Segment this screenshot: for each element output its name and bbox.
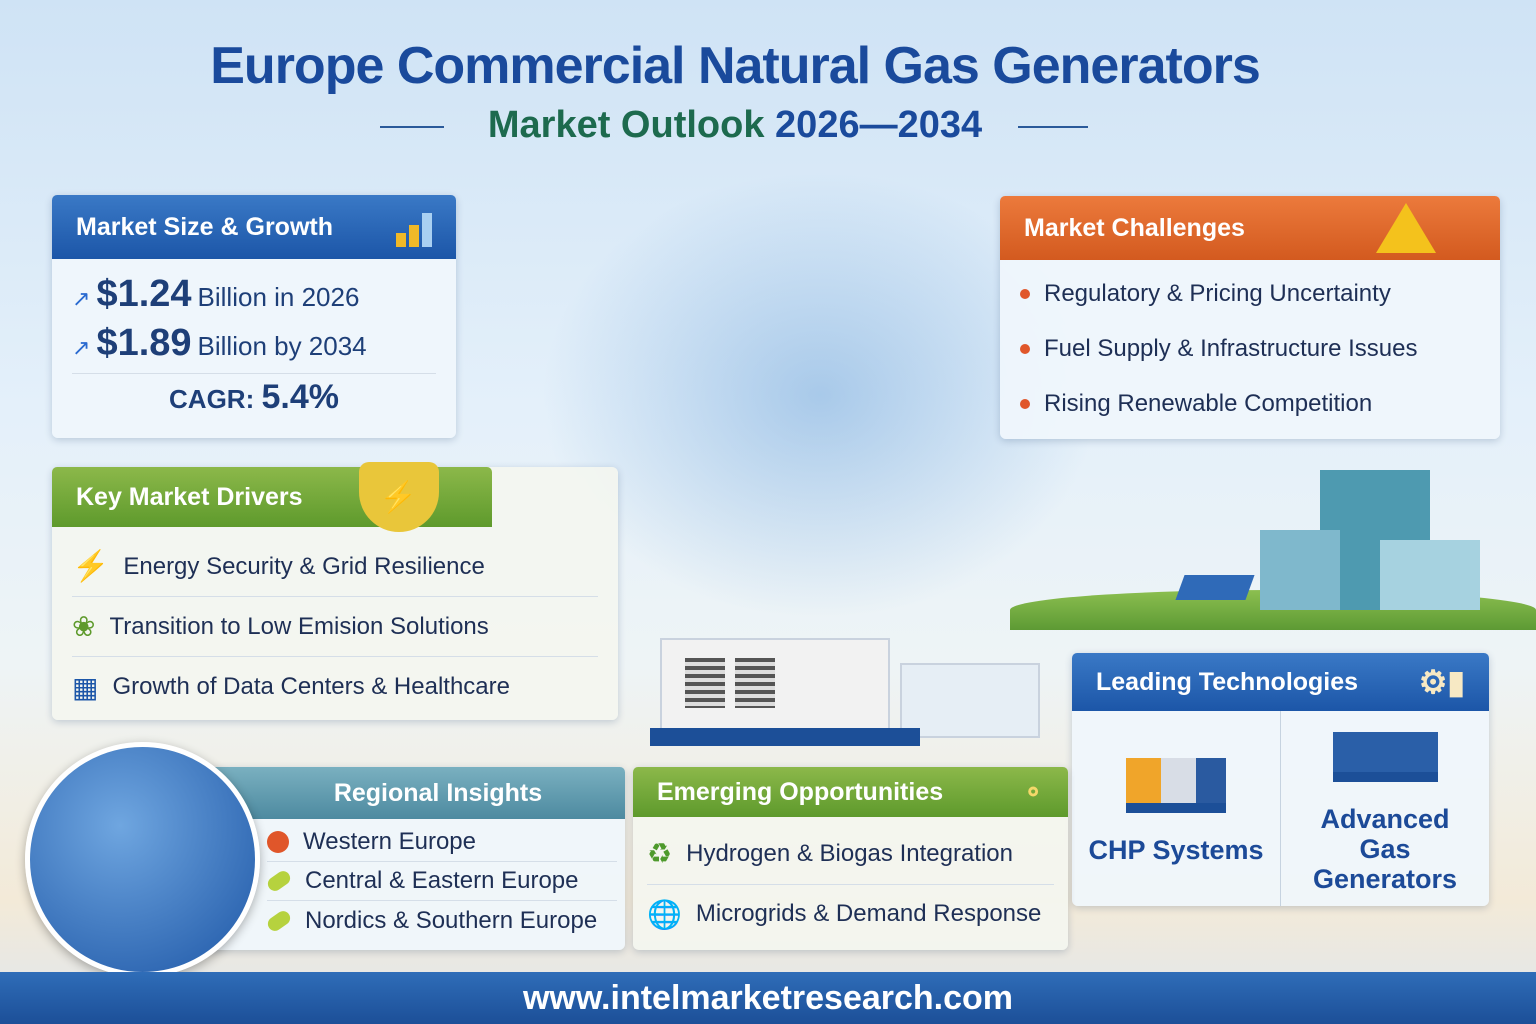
region-item: Central & Eastern Europe: [265, 862, 617, 901]
cagr-value: 5.4%: [261, 378, 339, 416]
tech-label: Advanced Gas Generators: [1312, 804, 1458, 894]
value: $1.24: [96, 273, 192, 315]
bar-chart-growth-icon: [396, 207, 432, 247]
page-subtitle: Market Outlook 2026—2034: [0, 104, 1470, 147]
driver-item: ❀ Transition to Low Emision Solutions: [72, 597, 598, 657]
generator-illustration: [640, 628, 1050, 748]
panel-title: Market Size & Growth: [76, 212, 333, 241]
panel-title: Emerging Opportunities: [657, 777, 944, 806]
footer-website[interactable]: www.intelmarketresearch.com: [0, 972, 1536, 1024]
chp-plant-icon: [1126, 758, 1226, 813]
item-text: Central & Eastern Europe: [305, 867, 579, 894]
item-text: Nordics & Southern Europe: [305, 906, 598, 934]
region-item: Western Europe: [267, 823, 617, 862]
subtitle-years: 2026—2034: [775, 104, 983, 146]
network-nodes-icon: ⚬: [1022, 776, 1044, 807]
driver-item: ▦ Growth of Data Centers & Healthcare: [72, 657, 598, 717]
panel-header: Emerging Opportunities ⚬: [633, 767, 1068, 817]
page-title: Europe Commercial Natural Gas Generators: [210, 37, 1261, 95]
bullet-icon: [1020, 398, 1030, 409]
shield-lightning-icon: ⚡: [358, 462, 439, 532]
item-text: Growth of Data Centers & Healthcare: [112, 673, 510, 700]
data-center-icon: ▦: [72, 671, 99, 703]
cagr: CAGR: 5.4%: [72, 373, 436, 417]
panel-title: Regional Insights: [333, 778, 543, 807]
tech-label: CHP Systems: [1088, 835, 1264, 865]
item-text: Transition to Low Emision Solutions: [109, 612, 489, 640]
opportunity-item: 🌐 Microgrids & Demand Response: [647, 885, 1054, 943]
gas-generator-icon: [1332, 732, 1438, 782]
europe-globe-icon: [25, 742, 260, 977]
driver-item: ⚡ Energy Security & Grid Resilience: [72, 537, 598, 597]
city-illustration: [1010, 460, 1536, 630]
challenge-item: Fuel Supply & Infrastructure Issues: [1020, 321, 1480, 376]
divider: [1018, 126, 1088, 128]
panel-header: Market Challenges: [1000, 196, 1500, 260]
panel-title: Leading Technologies: [1096, 667, 1359, 696]
value-text: Billion by 2034: [197, 331, 367, 361]
bullet-icon: [1020, 343, 1030, 354]
item-text: Regulatory & Pricing Uncertainty: [1044, 279, 1391, 307]
tech-chp: CHP Systems: [1072, 711, 1281, 906]
green-pill-icon: [265, 868, 293, 894]
panel-header: Market Size & Growth: [52, 195, 456, 259]
bullet-icon: [1020, 288, 1030, 299]
panel-title: Key Market Drivers: [76, 482, 303, 511]
growth-arrow-icon: ↗: [72, 286, 91, 311]
item-text: Fuel Supply & Infrastructure Issues: [1044, 334, 1418, 362]
gear-toolbox-icon: ⚙▮: [1418, 664, 1465, 700]
globe-grid-icon: 🌐: [647, 898, 682, 930]
market-value-2026: ↗ $1.24 Billion in 2026: [72, 273, 436, 316]
challenge-item: Regulatory & Pricing Uncertainty: [1020, 266, 1480, 321]
panel-header: Leading Technologies ⚙▮: [1072, 653, 1489, 711]
market-value-2034: ↗ $1.89 Billion by 2034: [72, 322, 436, 365]
value-text: Billion in 2026: [197, 282, 360, 312]
challenge-item: Rising Renewable Competition: [1020, 376, 1480, 431]
cagr-label: CAGR:: [169, 384, 255, 414]
market-size-panel: Market Size & Growth ↗ $1.24 Billion in 20…: [52, 195, 456, 438]
panel-header: Key Market Drivers ⚡: [52, 462, 492, 532]
green-pill-icon: [265, 907, 293, 934]
panel-title: Market Challenges: [1024, 213, 1245, 242]
item-text: Energy Security & Grid Resilience: [123, 552, 485, 580]
red-dot-icon: [267, 831, 289, 853]
item-text: Microgrids & Demand Response: [695, 900, 1042, 927]
tech-advanced-gas: Advanced Gas Generators: [1281, 711, 1489, 906]
shield-lightning-icon: ⚡: [72, 550, 110, 583]
opportunity-item: ♻ Hydrogen & Biogas Integration: [647, 823, 1054, 885]
growth-arrow-icon: ↗: [72, 335, 91, 360]
item-text: Hydrogen & Biogas Integration: [686, 839, 1013, 867]
key-drivers-panel: Key Market Drivers ⚡ ⚡ Energy Security & …: [52, 462, 618, 720]
divider: [380, 126, 444, 128]
item-text: Rising Renewable Competition: [1044, 389, 1373, 417]
regional-insights-panel: Regional Insights Western Europe Central…: [205, 767, 625, 950]
value: $1.89: [96, 322, 192, 364]
subtitle-text: Market Outlook: [487, 104, 765, 146]
market-challenges-panel: Market Challenges Regulatory & Pricing U…: [1000, 196, 1500, 439]
panel-header: Regional Insights: [205, 767, 625, 819]
region-item: Nordics & Southern Europe: [265, 901, 617, 940]
emerging-opportunities-panel: Emerging Opportunities ⚬ ♻ Hydrogen & Biog…: [633, 767, 1068, 950]
warning-icon: [1376, 203, 1436, 253]
leading-technologies-panel: Leading Technologies ⚙▮ CHP Systems Adva…: [1072, 653, 1489, 906]
item-text: Western Europe: [303, 828, 476, 855]
leaf-icon: ❀: [72, 611, 96, 642]
recycle-leaf-icon: ♻: [647, 838, 673, 869]
